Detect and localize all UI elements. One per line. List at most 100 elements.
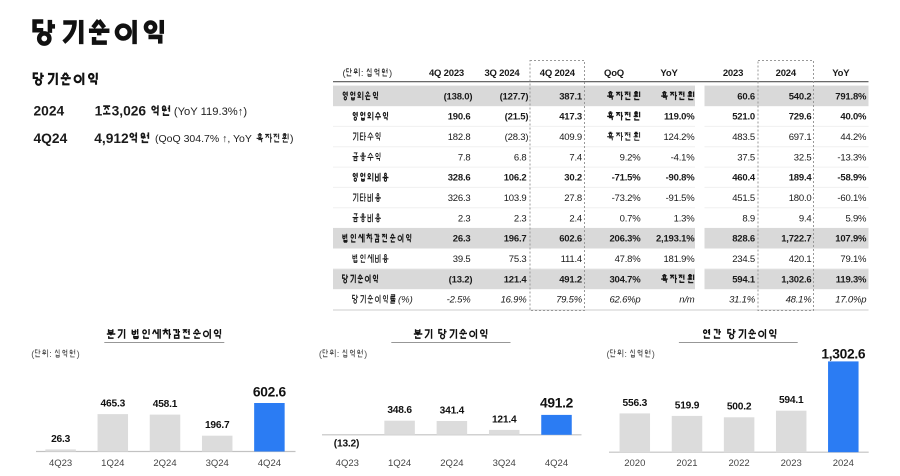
svg-text:(21.5): (21.5) <box>505 112 529 123</box>
svg-text:196.7: 196.7 <box>205 420 230 431</box>
svg-text:4Q23: 4Q23 <box>336 458 359 469</box>
svg-text:3,026: 3,026 <box>112 104 147 119</box>
svg-text:341.4: 341.4 <box>440 405 465 416</box>
svg-text:8.9: 8.9 <box>742 213 755 224</box>
svg-text:n/m: n/m <box>679 295 695 306</box>
svg-text:(YoY 119.3%↑): (YoY 119.3%↑) <box>174 106 247 118</box>
svg-text:-60.1%: -60.1% <box>837 193 867 204</box>
svg-text:1,302.6: 1,302.6 <box>821 347 866 362</box>
svg-text:190.6: 190.6 <box>448 112 471 123</box>
svg-text::: : <box>49 349 52 359</box>
svg-text:458.1: 458.1 <box>153 399 178 410</box>
svg-text:602.6: 602.6 <box>253 384 287 399</box>
svg-text:729.6: 729.6 <box>789 112 812 123</box>
svg-text:2020: 2020 <box>624 458 645 469</box>
svg-text:-58.9%: -58.9% <box>837 173 867 184</box>
svg-text:196.7: 196.7 <box>504 234 527 245</box>
svg-text:2024: 2024 <box>34 104 65 119</box>
svg-text:4Q24: 4Q24 <box>34 131 68 146</box>
svg-text:1.3%: 1.3% <box>674 213 696 224</box>
svg-text:3Q24: 3Q24 <box>493 458 516 469</box>
svg-text:465.3: 465.3 <box>101 398 126 409</box>
svg-text:119.3%: 119.3% <box>836 274 867 285</box>
svg-text:4Q23: 4Q23 <box>49 458 72 469</box>
svg-text:7.4: 7.4 <box>569 152 582 163</box>
svg-text:420.1: 420.1 <box>789 254 812 265</box>
svg-text:(13.2): (13.2) <box>449 274 473 285</box>
svg-text:(138.0): (138.0) <box>444 91 473 102</box>
svg-text:37.5: 37.5 <box>737 152 755 163</box>
svg-text:-13.3%: -13.3% <box>837 152 867 163</box>
svg-text:3Q 2024: 3Q 2024 <box>484 68 520 79</box>
svg-text:491.2: 491.2 <box>559 274 582 285</box>
svg-text:189.4: 189.4 <box>789 173 813 184</box>
svg-text:409.9: 409.9 <box>559 132 582 143</box>
svg-text:-91.5%: -91.5% <box>666 193 696 204</box>
svg-text:): ) <box>77 349 80 359</box>
svg-text:2023: 2023 <box>781 458 802 469</box>
svg-text:2022: 2022 <box>729 458 750 469</box>
svg-text:): ) <box>652 349 655 359</box>
svg-text:48.1%: 48.1% <box>786 295 813 306</box>
svg-text:304.7%: 304.7% <box>609 274 641 285</box>
svg-text:-90.8%: -90.8% <box>666 173 696 184</box>
svg-text:2.3: 2.3 <box>514 213 527 224</box>
svg-text:2024: 2024 <box>833 458 854 469</box>
svg-text:44.2%: 44.2% <box>840 132 867 143</box>
svg-text:234.5: 234.5 <box>732 254 755 265</box>
svg-text:YoY: YoY <box>660 68 678 79</box>
svg-text:121.4: 121.4 <box>492 414 517 425</box>
svg-text:121.4: 121.4 <box>504 274 528 285</box>
svg-text:(28.3): (28.3) <box>505 132 529 143</box>
svg-text:31.1%: 31.1% <box>729 295 756 306</box>
svg-text:4,912: 4,912 <box>94 131 129 146</box>
svg-text:1: 1 <box>95 104 103 119</box>
svg-text:103.9: 103.9 <box>504 193 527 204</box>
svg-text:7.8: 7.8 <box>458 152 471 163</box>
svg-text:-71.5%: -71.5% <box>612 173 642 184</box>
svg-text:697.1: 697.1 <box>789 132 812 143</box>
svg-text::: : <box>337 349 340 359</box>
svg-text:594.1: 594.1 <box>732 274 756 285</box>
svg-text:(QoQ 304.7% ↑, YoY: (QoQ 304.7% ↑, YoY <box>155 133 252 145</box>
svg-text:30.2: 30.2 <box>564 173 582 184</box>
svg-text:5.9%: 5.9% <box>845 213 867 224</box>
svg-text:328.6: 328.6 <box>448 173 471 184</box>
svg-text:540.2: 540.2 <box>789 91 812 102</box>
svg-text:3Q24: 3Q24 <box>206 458 229 469</box>
svg-text:2.4: 2.4 <box>569 213 582 224</box>
svg-text:451.5: 451.5 <box>732 193 755 204</box>
svg-text:2024: 2024 <box>776 68 797 79</box>
svg-text:4Q 2023: 4Q 2023 <box>429 68 464 79</box>
svg-text:(127.7): (127.7) <box>500 91 529 102</box>
svg-text:4Q24: 4Q24 <box>258 458 281 469</box>
svg-text:32.5: 32.5 <box>794 152 812 163</box>
svg-text:181.9%: 181.9% <box>663 254 695 265</box>
svg-text:(%): (%) <box>398 295 413 306</box>
svg-text:460.4: 460.4 <box>732 173 756 184</box>
svg-text:124.2%: 124.2% <box>663 132 695 143</box>
svg-text:79.1%: 79.1% <box>840 254 867 265</box>
svg-text:40.0%: 40.0% <box>840 112 867 123</box>
svg-text:1,722.7: 1,722.7 <box>781 234 811 245</box>
svg-text:791.8%: 791.8% <box>835 91 867 102</box>
svg-text::: : <box>624 349 627 359</box>
svg-text:26.3: 26.3 <box>453 234 471 245</box>
svg-text:556.3: 556.3 <box>623 398 648 409</box>
svg-text:521.0: 521.0 <box>732 112 755 123</box>
svg-text:-73.2%: -73.2% <box>612 193 642 204</box>
svg-text:(13.2): (13.2) <box>334 438 359 449</box>
svg-text:594.1: 594.1 <box>779 395 804 406</box>
svg-text:0.7%: 0.7% <box>620 213 642 224</box>
svg-text:119.0%: 119.0% <box>664 112 695 123</box>
svg-text:(: ( <box>343 68 347 79</box>
svg-text:60.6: 60.6 <box>737 91 755 102</box>
svg-text:182.8: 182.8 <box>448 132 471 143</box>
svg-text:YoY: YoY <box>832 68 850 79</box>
svg-text:75.3: 75.3 <box>509 254 527 265</box>
svg-text:39.5: 39.5 <box>453 254 471 265</box>
svg-text:27.8: 27.8 <box>564 193 582 204</box>
svg-text:1Q24: 1Q24 <box>101 458 124 469</box>
svg-text:47.8%: 47.8% <box>615 254 642 265</box>
svg-text:206.3%: 206.3% <box>609 234 641 245</box>
